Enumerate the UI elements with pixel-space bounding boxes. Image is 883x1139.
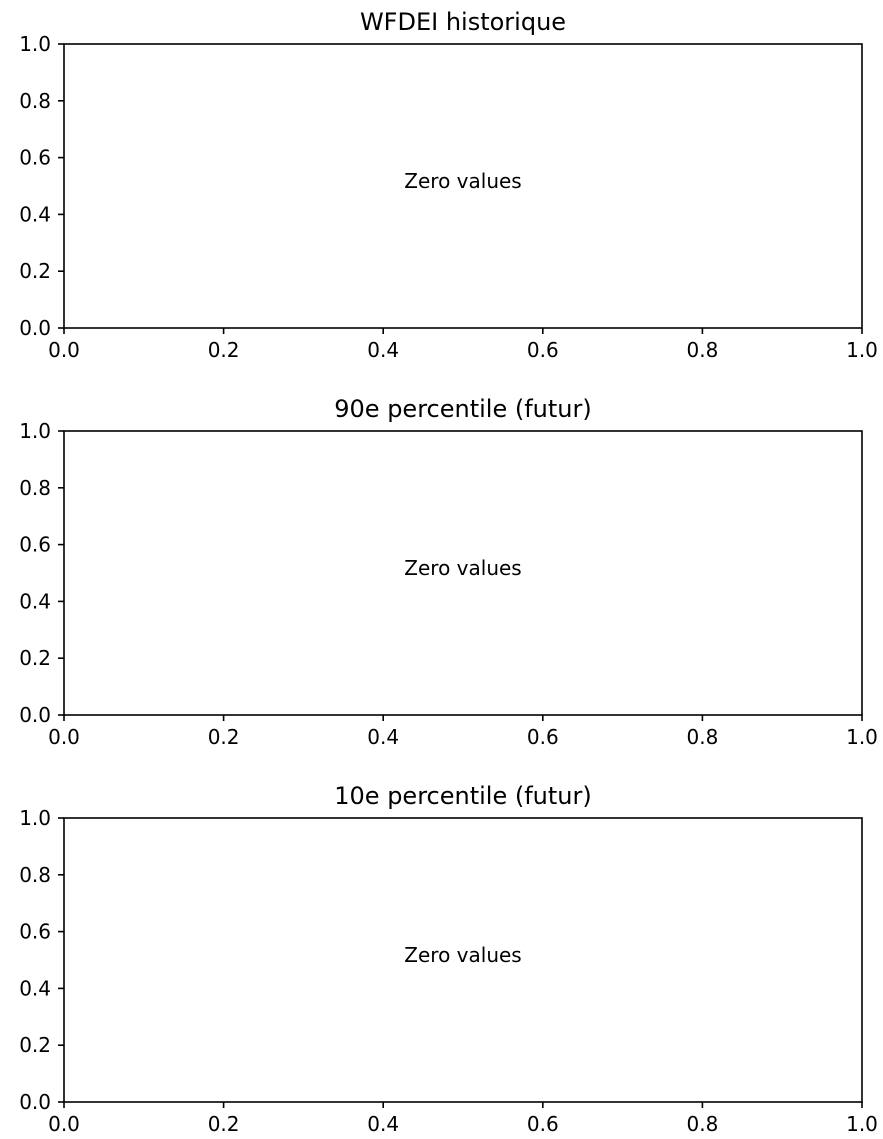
- y-tick-label: 0.8: [19, 863, 51, 887]
- y-tick-label: 0.2: [19, 646, 51, 670]
- x-tick-label: 0.2: [208, 725, 240, 749]
- y-tick-label: 0.0: [19, 316, 51, 340]
- y-tick-label: 0.4: [19, 976, 51, 1000]
- x-tick-label: 0.4: [367, 725, 399, 749]
- y-tick-label: 0.0: [19, 1090, 51, 1114]
- y-tick-label: 1.0: [19, 806, 51, 830]
- x-tick-label: 0.4: [367, 1112, 399, 1136]
- y-tick-label: 0.6: [19, 533, 51, 557]
- x-tick-label: 1.0: [846, 725, 878, 749]
- axes-frame: [63, 430, 863, 716]
- x-tick-label: 0.6: [527, 1112, 559, 1136]
- y-tick-label: 0.2: [19, 259, 51, 283]
- y-tick-label: 0.6: [19, 920, 51, 944]
- y-tick-label: 0.8: [19, 89, 51, 113]
- y-tick-label: 1.0: [19, 419, 51, 443]
- y-tick-label: 0.2: [19, 1033, 51, 1057]
- y-tick-label: 0.6: [19, 146, 51, 170]
- x-tick-label: 0.0: [48, 338, 80, 362]
- x-tick-label: 0.0: [48, 1112, 80, 1136]
- chart-title: WFDEI historique: [360, 8, 566, 36]
- axes-frame: [63, 817, 863, 1103]
- x-tick-label: 0.6: [527, 725, 559, 749]
- chart-annotation: Zero values: [404, 556, 521, 580]
- x-tick-label: 1.0: [846, 338, 878, 362]
- x-tick-label: 0.4: [367, 338, 399, 362]
- x-tick-label: 1.0: [846, 1112, 878, 1136]
- x-tick-label: 0.0: [48, 725, 80, 749]
- chart-title: 10e percentile (futur): [334, 782, 591, 810]
- x-tick-label: 0.6: [527, 338, 559, 362]
- x-tick-label: 0.8: [686, 338, 718, 362]
- x-tick-label: 0.2: [208, 1112, 240, 1136]
- y-tick-label: 0.4: [19, 589, 51, 613]
- chart-title: 90e percentile (futur): [334, 395, 591, 423]
- y-tick-label: 0.4: [19, 202, 51, 226]
- chart-annotation: Zero values: [404, 943, 521, 967]
- x-tick-label: 0.2: [208, 338, 240, 362]
- y-tick-label: 1.0: [19, 32, 51, 56]
- x-tick-label: 0.8: [686, 1112, 718, 1136]
- chart-annotation: Zero values: [404, 169, 521, 193]
- y-tick-label: 0.8: [19, 476, 51, 500]
- axes-frame: [63, 43, 863, 329]
- y-tick-label: 0.0: [19, 703, 51, 727]
- x-tick-label: 0.8: [686, 725, 718, 749]
